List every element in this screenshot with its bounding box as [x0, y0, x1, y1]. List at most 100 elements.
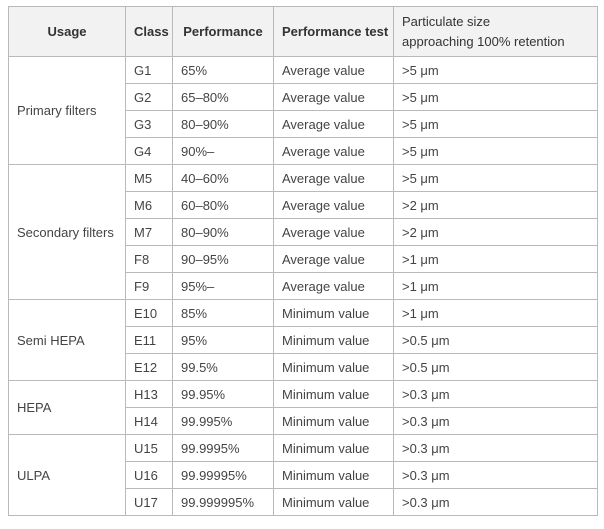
size-cell: >1 μm [393, 272, 598, 300]
header-particulate-line2: approaching 100% retention [402, 33, 565, 49]
size-cell: >0.3 μm [393, 461, 598, 489]
size-cell: >0.5 μm [393, 353, 598, 381]
test-cell: Minimum value [273, 380, 394, 408]
size-cell: >2 μm [393, 218, 598, 246]
table-row: U16 99.99995% Minimum value >0.3 μm [9, 461, 598, 489]
class-cell: H13 [125, 380, 173, 408]
class-cell: F8 [125, 245, 173, 273]
performance-cell: 95% [172, 326, 274, 354]
test-cell: Average value [273, 191, 394, 219]
usage-cell: Secondary filters [8, 164, 126, 300]
table-row: G3 80–90% Average value >5 μm [9, 110, 598, 138]
header-usage: Usage [8, 6, 126, 57]
table-row: F9 95%– Average value >1 μm [9, 272, 598, 300]
usage-cell: Semi HEPA [8, 299, 126, 381]
class-cell: M5 [125, 164, 173, 192]
test-cell: Minimum value [273, 461, 394, 489]
size-cell: >5 μm [393, 137, 598, 165]
class-cell: M6 [125, 191, 173, 219]
test-cell: Average value [273, 164, 394, 192]
performance-cell: 99.99995% [172, 461, 274, 489]
table-row: G4 90%– Average value >5 μm [9, 137, 598, 165]
header-particulate-line1: Particulate size [402, 13, 491, 29]
size-cell: >5 μm [393, 110, 598, 138]
size-cell: >0.3 μm [393, 488, 598, 516]
table-header: Usage Class Performance Performance test… [8, 6, 598, 57]
size-cell: >0.3 μm [393, 434, 598, 462]
performance-cell: 90–95% [172, 245, 274, 273]
performance-cell: 65–80% [172, 83, 274, 111]
class-cell: G1 [125, 56, 173, 84]
performance-cell: 95%– [172, 272, 274, 300]
performance-cell: 99.5% [172, 353, 274, 381]
size-cell: >5 μm [393, 164, 598, 192]
test-cell: Average value [273, 245, 394, 273]
class-cell: U17 [125, 488, 173, 516]
table-row: U17 99.999995% Minimum value >0.3 μm [9, 488, 598, 516]
test-cell: Minimum value [273, 326, 394, 354]
table-row: HEPA H13 99.95% Minimum value >0.3 μm [8, 380, 598, 435]
table-row: ULPA U15 99.9995% Minimum value >0.3 μm [8, 434, 598, 516]
usage-cell: HEPA [8, 380, 126, 435]
size-cell: >0.3 μm [393, 380, 598, 408]
class-cell: U15 [125, 434, 173, 462]
usage-cell: Primary filters [8, 56, 126, 165]
table-row: Semi HEPA E10 85% Minimum value >1 μm [8, 299, 598, 381]
performance-cell: 99.999995% [172, 488, 274, 516]
test-cell: Minimum value [273, 299, 394, 327]
test-cell: Average value [273, 110, 394, 138]
test-cell: Average value [273, 83, 394, 111]
performance-cell: 85% [172, 299, 274, 327]
test-cell: Minimum value [273, 434, 394, 462]
header-performance: Performance [172, 6, 274, 57]
table-row: E11 95% Minimum value >0.5 μm [9, 326, 598, 354]
test-cell: Average value [273, 56, 394, 84]
performance-cell: 99.95% [172, 380, 274, 408]
test-cell: Minimum value [273, 407, 394, 435]
performance-cell: 40–60% [172, 164, 274, 192]
table-body: Primary filters G1 65% Average value >5 μm G2… [8, 56, 598, 516]
class-cell: M7 [125, 218, 173, 246]
class-cell: F9 [125, 272, 173, 300]
header-row: Usage Class Performance Performance test… [8, 6, 598, 57]
size-cell: >2 μm [393, 191, 598, 219]
table-row: M6 60–80% Average value >2 μm [9, 191, 598, 219]
performance-cell: 90%– [172, 137, 274, 165]
test-cell: Average value [273, 272, 394, 300]
table-row: Primary filters G1 65% Average value >5 μm [8, 56, 598, 165]
test-cell: Minimum value [273, 353, 394, 381]
header-class: Class [125, 6, 173, 57]
performance-cell: 80–90% [172, 218, 274, 246]
header-performance-test: Performance test [273, 6, 394, 57]
header-particulate-size: Particulate size approaching 100% retenti… [393, 6, 598, 57]
size-cell: >1 μm [393, 299, 598, 327]
table-row: H14 99.995% Minimum value >0.3 μm [9, 407, 598, 435]
size-cell: >5 μm [393, 56, 598, 84]
class-cell: G3 [125, 110, 173, 138]
performance-cell: 80–90% [172, 110, 274, 138]
table-row: G2 65–80% Average value >5 μm [9, 83, 598, 111]
size-cell: >1 μm [393, 245, 598, 273]
size-cell: >0.5 μm [393, 326, 598, 354]
table-row: Secondary filters M5 40–60% Average value >5… [8, 164, 598, 300]
size-cell: >0.3 μm [393, 407, 598, 435]
class-cell: U16 [125, 461, 173, 489]
class-cell: H14 [125, 407, 173, 435]
performance-cell: 65% [172, 56, 274, 84]
performance-cell: 99.995% [172, 407, 274, 435]
test-cell: Minimum value [273, 488, 394, 516]
usage-cell: ULPA [8, 434, 126, 516]
class-cell: E10 [125, 299, 173, 327]
table-row: F8 90–95% Average value >1 μm [9, 245, 598, 273]
class-cell: E11 [125, 326, 173, 354]
test-cell: Average value [273, 218, 394, 246]
table-row: M7 80–90% Average value >2 μm [9, 218, 598, 246]
performance-cell: 99.9995% [172, 434, 274, 462]
class-cell: E12 [125, 353, 173, 381]
class-cell: G4 [125, 137, 173, 165]
size-cell: >5 μm [393, 83, 598, 111]
filter-classification-table: Usage Class Performance Performance test… [8, 6, 598, 516]
test-cell: Average value [273, 137, 394, 165]
class-cell: G2 [125, 83, 173, 111]
